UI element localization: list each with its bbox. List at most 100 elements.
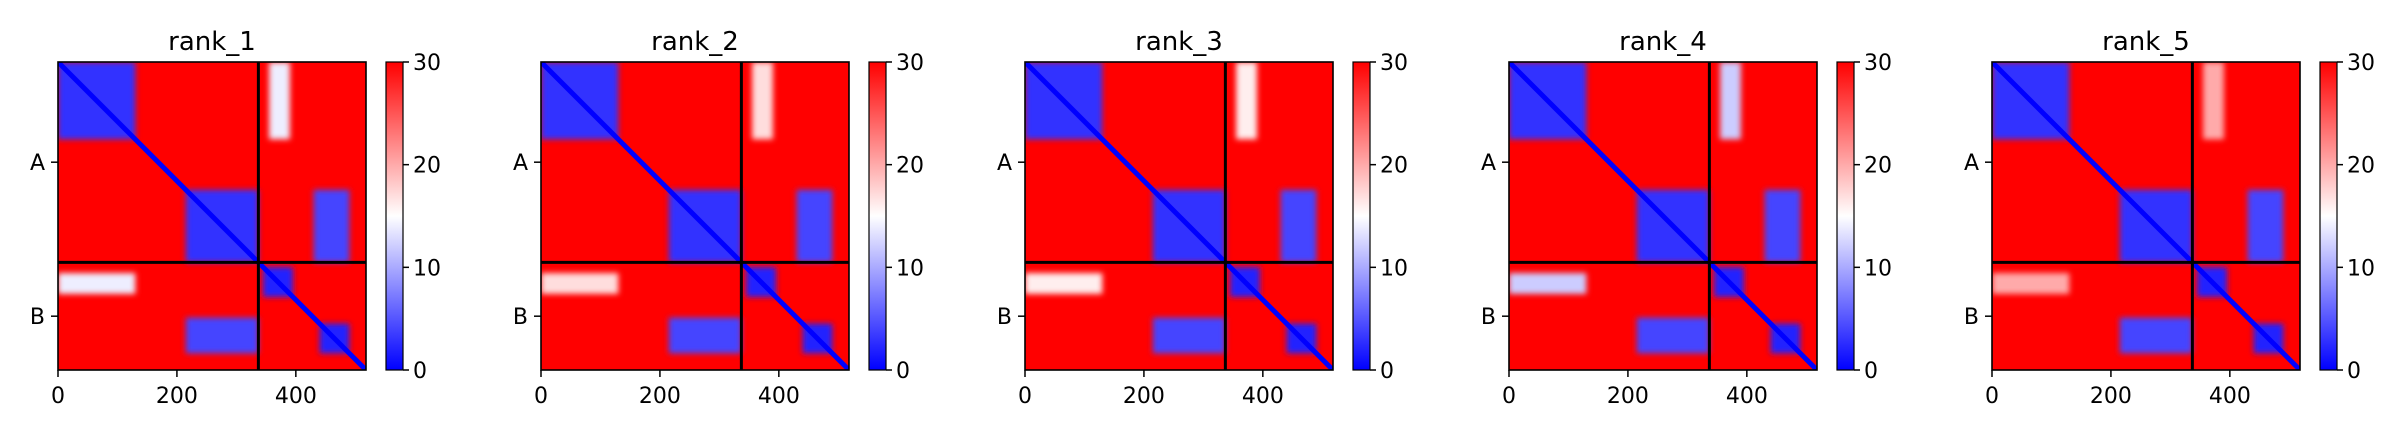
plot-frame xyxy=(1508,61,1818,371)
colorbar-tick-label: 20 xyxy=(1380,154,1408,179)
x-tick-label: 0 xyxy=(534,384,548,409)
heatmap xyxy=(1509,62,1817,370)
x-tick-label: 200 xyxy=(1607,384,1649,409)
x-tick-label: 400 xyxy=(2209,384,2251,409)
heatmap-block xyxy=(1152,317,1226,354)
x-tick-label: 200 xyxy=(156,384,198,409)
x-tick-label: 0 xyxy=(1985,384,1999,409)
plot-frame xyxy=(1024,61,1334,371)
chain-label: B xyxy=(30,305,45,330)
chain-label: B xyxy=(1964,305,1979,330)
colorbar-tick-label: 30 xyxy=(896,51,924,76)
x-tick-label: 0 xyxy=(1018,384,1032,409)
heatmap-diagonal xyxy=(1025,62,1333,370)
colorbar-tick-label: 30 xyxy=(2347,51,2375,76)
heatmap xyxy=(58,62,366,370)
colorbar-tick-label: 30 xyxy=(1380,51,1408,76)
colorbar-tick-label: 20 xyxy=(896,154,924,179)
heatmap-block xyxy=(1636,317,1710,354)
colorbar-tick-label: 30 xyxy=(413,51,441,76)
colorbar xyxy=(869,62,886,370)
heatmap-block xyxy=(185,317,259,354)
heatmap-diagonal xyxy=(541,62,849,370)
x-tick-label: 400 xyxy=(758,384,800,409)
heatmap-block xyxy=(2119,317,2193,354)
x-tick-label: 0 xyxy=(51,384,65,409)
chain-label: A xyxy=(1481,151,1496,176)
colorbar-frame xyxy=(1836,61,1855,371)
heatmap-block xyxy=(752,62,773,140)
panel-title: rank_3 xyxy=(1135,27,1223,57)
heatmap-block xyxy=(1764,189,1801,263)
colorbar-tick-label: 0 xyxy=(413,359,427,384)
heatmap-block xyxy=(1992,273,2070,294)
x-tick-label: 400 xyxy=(1242,384,1284,409)
chain-label: B xyxy=(1481,305,1496,330)
colorbar-frame xyxy=(385,61,404,371)
plot-frame xyxy=(540,61,850,371)
chain-label: A xyxy=(997,151,1012,176)
colorbar-tick-label: 10 xyxy=(2347,256,2375,281)
heatmap-block xyxy=(1280,189,1317,263)
colorbar-frame xyxy=(2319,61,2338,371)
heatmap xyxy=(541,62,849,370)
chain-label: A xyxy=(1964,151,1979,176)
colorbar-tick-label: 0 xyxy=(1380,359,1394,384)
panel-title: rank_1 xyxy=(168,27,256,57)
x-tick-label: 0 xyxy=(1502,384,1516,409)
panel-rank_3: rank_3 0 200 400 A B 0 10 20 30 xyxy=(997,27,1408,409)
heatmap xyxy=(1992,62,2300,370)
x-tick-label: 200 xyxy=(2090,384,2132,409)
colorbar-tick-label: 0 xyxy=(896,359,910,384)
heatmap-block xyxy=(1236,62,1257,140)
colorbar xyxy=(2320,62,2337,370)
panel-rank_4: rank_4 0 200 400 A B 0 10 20 30 xyxy=(1481,27,1892,409)
heatmap-diagonal xyxy=(58,62,366,370)
heatmap-block xyxy=(1025,273,1103,294)
heatmap-block xyxy=(58,273,136,294)
colorbar-tick-label: 20 xyxy=(1864,154,1892,179)
colorbar-tick-label: 10 xyxy=(1380,256,1408,281)
x-tick-label: 400 xyxy=(1726,384,1768,409)
panel-rank_2: rank_2 0 200 400 A B 0 10 20 30 xyxy=(513,27,924,409)
x-tick-label: 200 xyxy=(1123,384,1165,409)
heatmap xyxy=(1025,62,1333,370)
panel-rank_5: rank_5 0 200 400 A B 0 10 20 30 xyxy=(1964,27,2375,409)
plot-frame xyxy=(1991,61,2301,371)
heatmap-block xyxy=(668,317,742,354)
heatmap-block xyxy=(541,273,619,294)
colorbar-tick-label: 30 xyxy=(1864,51,1892,76)
x-tick-label: 400 xyxy=(275,384,317,409)
colorbar-tick-label: 20 xyxy=(413,154,441,179)
chain-label: B xyxy=(513,305,528,330)
colorbar-frame xyxy=(868,61,887,371)
heatmap-block xyxy=(269,62,290,140)
chain-label: A xyxy=(513,151,528,176)
panel-title: rank_5 xyxy=(2102,27,2190,57)
heatmap-block xyxy=(313,189,350,263)
colorbar-tick-label: 10 xyxy=(896,256,924,281)
heatmap-block xyxy=(2203,62,2224,140)
panel-rank_1: rank_1 0 200 400 A B 0 10 20 30 xyxy=(30,27,441,409)
heatmap-block xyxy=(1509,273,1587,294)
x-tick-label: 200 xyxy=(639,384,681,409)
panel-title: rank_2 xyxy=(651,27,739,57)
heatmap-diagonal xyxy=(1992,62,2300,370)
heatmap-diagonal xyxy=(1509,62,1817,370)
colorbar-tick-label: 10 xyxy=(1864,256,1892,281)
chain-label: A xyxy=(30,151,45,176)
heatmap-block xyxy=(1720,62,1741,140)
colorbar xyxy=(386,62,403,370)
colorbar xyxy=(1353,62,1370,370)
panel-title: rank_4 xyxy=(1619,27,1707,57)
chain-label: B xyxy=(997,305,1012,330)
colorbar-tick-label: 10 xyxy=(413,256,441,281)
colorbar-tick-label: 0 xyxy=(2347,359,2361,384)
colorbar-tick-label: 20 xyxy=(2347,154,2375,179)
plot-frame xyxy=(57,61,367,371)
colorbar xyxy=(1837,62,1854,370)
heatmap-block xyxy=(796,189,833,263)
heatmap-block xyxy=(2247,189,2284,263)
colorbar-frame xyxy=(1352,61,1371,371)
